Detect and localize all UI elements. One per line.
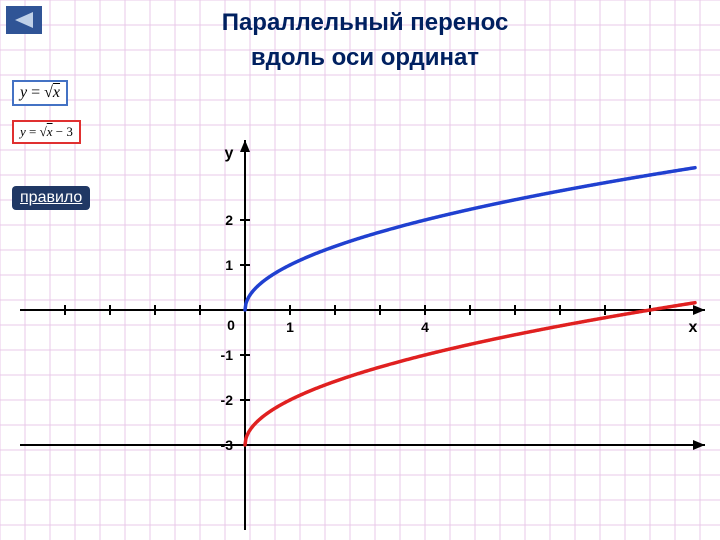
svg-text:х: х [689, 319, 698, 336]
stage: Параллельный перенос вдоль оси ординат y… [0, 0, 720, 540]
svg-text:-1: -1 [221, 347, 234, 363]
svg-text:-2: -2 [221, 392, 234, 408]
chart: ху01421-1-2-3 [0, 0, 720, 540]
svg-text:2: 2 [225, 212, 233, 228]
svg-text:1: 1 [286, 319, 294, 335]
svg-text:1: 1 [225, 257, 233, 273]
svg-text:0: 0 [227, 317, 235, 333]
svg-text:у: у [225, 145, 234, 162]
svg-text:4: 4 [421, 319, 429, 335]
